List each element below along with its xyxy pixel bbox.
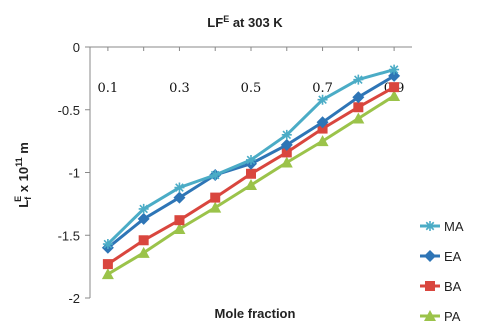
y-axis-title: LfE x 1011 m [13, 142, 33, 208]
series-pa [101, 89, 401, 280]
legend-item-ba: BA [420, 279, 462, 294]
data-point-pa [173, 222, 186, 234]
data-point-ma [389, 64, 400, 75]
data-point-pa [280, 156, 293, 168]
data-point-ba [317, 123, 328, 134]
data-point-pa [245, 179, 257, 191]
y-tick-label: -1.5 [58, 228, 80, 243]
data-point-ba [138, 235, 149, 246]
data-point-ma [317, 94, 328, 105]
legend-marker [425, 281, 435, 291]
svg-text:LfE x 1011 m: LfE x 1011 m [13, 142, 33, 208]
legend-label: PA [444, 309, 461, 324]
data-point-ea [316, 116, 329, 129]
data-point-ba [210, 192, 221, 203]
legend-label: EA [444, 249, 462, 264]
data-point-pa [352, 112, 365, 124]
data-point-ea [173, 191, 186, 204]
data-point-ea [137, 212, 150, 225]
data-point-ba [353, 102, 364, 113]
legend-marker [424, 250, 436, 262]
x-tick-label: 0.7 [312, 81, 333, 96]
data-point-ba [102, 259, 113, 270]
data-point-ba [246, 168, 256, 179]
data-point-pa [209, 201, 222, 213]
legend-label: MA [444, 219, 464, 234]
x-axis-title: Mole fraction [215, 306, 296, 321]
x-tick-label: 0.5 [241, 81, 262, 96]
data-point-ea [352, 91, 365, 104]
series-ma [102, 64, 400, 250]
y-tick-label: -1 [68, 166, 80, 181]
data-point-ba [389, 82, 400, 93]
data-point-ma [210, 170, 221, 181]
data-point-pa [316, 135, 329, 147]
data-point-ea [280, 138, 293, 151]
legend-item-pa: PA [420, 309, 461, 324]
data-point-ba [281, 147, 292, 158]
chart-title: LFE at 303 K [207, 14, 283, 30]
data-point-ma [102, 239, 113, 250]
legend-marker [425, 221, 435, 231]
data-point-ma [246, 154, 256, 165]
title-superscript: E [223, 14, 229, 24]
legend-item-ma: MA [420, 219, 464, 234]
data-point-pa [101, 268, 114, 280]
y-tick-label: 0 [73, 40, 80, 55]
data-point-pa [137, 246, 150, 258]
legend: MA EA BA PA [420, 219, 464, 324]
legend-marker [424, 310, 436, 321]
y-ticks: 0 -0.5 -1 -1.5 -2 [58, 40, 90, 306]
data-point-ma [138, 203, 149, 214]
legend-label: BA [444, 279, 462, 294]
series-group [101, 64, 401, 280]
y-tick-label: -0.5 [58, 103, 80, 118]
data-point-ba [174, 215, 185, 226]
data-point-ma [281, 129, 292, 140]
series-ba [102, 82, 400, 270]
data-point-pa [388, 89, 401, 101]
data-point-ma [174, 182, 185, 193]
data-point-ma [353, 74, 364, 85]
y-tick-label: -2 [68, 291, 80, 306]
x-ticks: 0.10.30.50.70.9 [98, 47, 404, 96]
x-tick-label: 0.3 [169, 81, 190, 96]
x-tick-label: 0.1 [98, 81, 119, 96]
legend-item-ea: EA [420, 249, 462, 264]
